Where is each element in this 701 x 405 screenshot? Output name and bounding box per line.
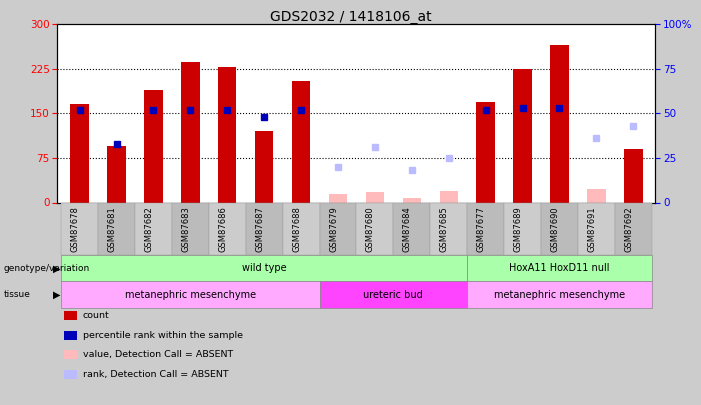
Bar [107,146,125,202]
Text: metanephric mesenchyme: metanephric mesenchyme [494,290,625,300]
Bar [255,131,273,202]
Bar [366,192,384,202]
Text: GSM87690: GSM87690 [550,206,559,252]
Bar [624,149,643,202]
Text: HoxA11 HoxD11 null: HoxA11 HoxD11 null [509,263,610,273]
Text: GSM87683: GSM87683 [182,206,191,252]
Bar [181,62,200,202]
Bar [144,90,163,202]
Text: count: count [83,311,109,320]
Text: genotype/variation: genotype/variation [4,264,90,273]
Bar [550,45,569,202]
Text: GSM87680: GSM87680 [366,206,375,252]
Text: rank, Detection Call = ABSENT: rank, Detection Call = ABSENT [83,370,229,379]
Bar [402,198,421,202]
Text: GSM87688: GSM87688 [292,206,301,252]
Text: ▶: ▶ [53,263,61,273]
Bar [70,104,89,202]
Text: GSM87691: GSM87691 [587,206,597,252]
Text: tissue: tissue [4,290,30,299]
Text: GSM87681: GSM87681 [107,206,116,252]
Text: GSM87689: GSM87689 [514,206,522,252]
Bar [587,190,606,202]
Text: GSM87685: GSM87685 [440,206,449,252]
Bar [292,81,311,202]
Bar [329,194,347,202]
Bar [477,102,495,202]
Text: GSM87677: GSM87677 [477,206,486,252]
Text: value, Detection Call = ABSENT: value, Detection Call = ABSENT [83,350,233,359]
Text: ureteric bud: ureteric bud [364,290,423,300]
Text: GSM87684: GSM87684 [403,206,411,252]
Text: GSM87678: GSM87678 [71,206,80,252]
Text: percentile rank within the sample: percentile rank within the sample [83,331,243,340]
Bar [218,67,236,202]
Text: GDS2032 / 1418106_at: GDS2032 / 1418106_at [270,10,431,24]
Bar [513,69,532,202]
Text: GSM87692: GSM87692 [625,206,633,252]
Bar [440,191,458,202]
Text: metanephric mesenchyme: metanephric mesenchyme [125,290,256,300]
Text: GSM87679: GSM87679 [329,206,338,252]
Text: ▶: ▶ [53,290,61,300]
Text: GSM87687: GSM87687 [255,206,264,252]
Text: GSM87682: GSM87682 [144,206,154,252]
Text: GSM87686: GSM87686 [218,206,227,252]
Text: wild type: wild type [242,263,287,273]
